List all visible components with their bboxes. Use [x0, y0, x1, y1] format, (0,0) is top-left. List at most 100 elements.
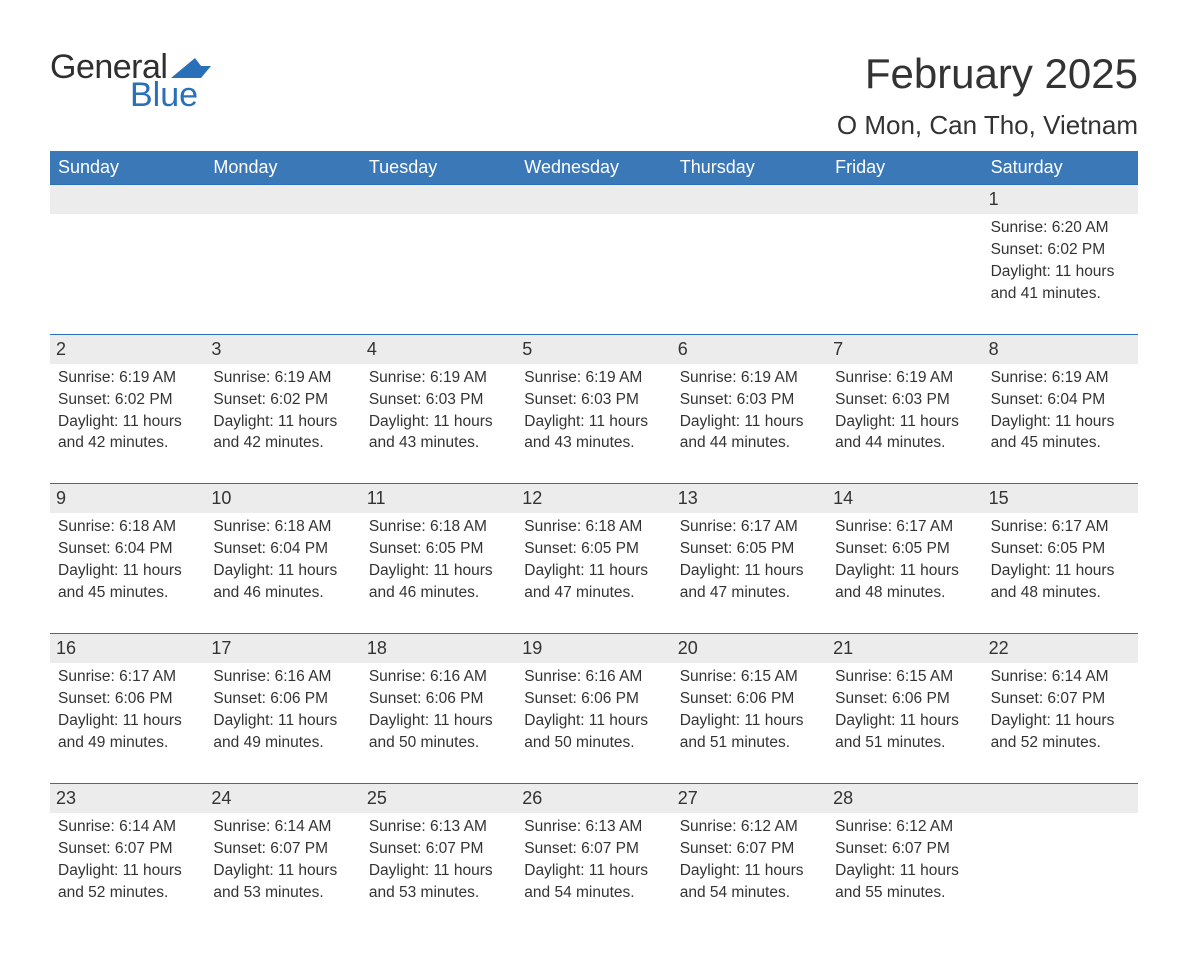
day-number: 6	[672, 334, 827, 364]
calendar-day: 13Sunrise: 6:17 AMSunset: 6:05 PMDayligh…	[672, 483, 827, 611]
day-sunset: Sunset: 6:07 PM	[213, 839, 352, 860]
day-daylight1: Daylight: 11 hours	[524, 711, 663, 732]
day-details: Sunrise: 6:19 AMSunset: 6:03 PMDaylight:…	[680, 368, 819, 455]
day-daylight1: Daylight: 11 hours	[680, 711, 819, 732]
calendar-day	[672, 184, 827, 312]
day-number: 26	[516, 783, 671, 813]
calendar-week: 16Sunrise: 6:17 AMSunset: 6:06 PMDayligh…	[50, 633, 1138, 761]
day-number: 7	[827, 334, 982, 364]
day-details: Sunrise: 6:13 AMSunset: 6:07 PMDaylight:…	[369, 817, 508, 904]
calendar-day: 21Sunrise: 6:15 AMSunset: 6:06 PMDayligh…	[827, 633, 982, 761]
day-details: Sunrise: 6:17 AMSunset: 6:06 PMDaylight:…	[58, 667, 197, 754]
day-details: Sunrise: 6:15 AMSunset: 6:06 PMDaylight:…	[680, 667, 819, 754]
day-sunset: Sunset: 6:04 PM	[991, 390, 1130, 411]
day-sunrise: Sunrise: 6:15 AM	[835, 667, 974, 688]
day-sunset: Sunset: 6:03 PM	[835, 390, 974, 411]
day-details: Sunrise: 6:17 AMSunset: 6:05 PMDaylight:…	[991, 517, 1130, 604]
calendar-day	[983, 783, 1138, 911]
weekday-label: Friday	[827, 151, 982, 184]
calendar-day: 1 Sunrise: 6:20 AMSunset: 6:02 PMDaylight…	[983, 184, 1138, 312]
day-sunrise: Sunrise: 6:20 AM	[991, 218, 1130, 239]
day-sunset: Sunset: 6:02 PM	[991, 240, 1130, 261]
day-sunrise: Sunrise: 6:17 AM	[835, 517, 974, 538]
day-details: Sunrise: 6:19 AMSunset: 6:02 PMDaylight:…	[58, 368, 197, 455]
day-number: 25	[361, 783, 516, 813]
day-number: 12	[516, 483, 671, 513]
day-details: Sunrise: 6:16 AMSunset: 6:06 PMDaylight:…	[369, 667, 508, 754]
day-daylight2: and 46 minutes.	[213, 583, 352, 604]
day-daylight2: and 44 minutes.	[835, 433, 974, 454]
day-sunset: Sunset: 6:07 PM	[524, 839, 663, 860]
day-number: 27	[672, 783, 827, 813]
day-daylight1: Daylight: 11 hours	[58, 561, 197, 582]
day-daylight2: and 42 minutes.	[58, 433, 197, 454]
day-sunrise: Sunrise: 6:19 AM	[213, 368, 352, 389]
day-sunset: Sunset: 6:07 PM	[58, 839, 197, 860]
day-daylight1: Daylight: 11 hours	[680, 861, 819, 882]
calendar-week: 23Sunrise: 6:14 AMSunset: 6:07 PMDayligh…	[50, 783, 1138, 911]
title-block: February 2025 O Mon, Can Tho, Vietnam	[837, 50, 1138, 141]
day-details: Sunrise: 6:17 AMSunset: 6:05 PMDaylight:…	[835, 517, 974, 604]
day-daylight1: Daylight: 11 hours	[213, 711, 352, 732]
day-daylight1: Daylight: 11 hours	[369, 561, 508, 582]
calendar-week: 9Sunrise: 6:18 AMSunset: 6:04 PMDaylight…	[50, 483, 1138, 611]
calendar-document: General Blue February 2025 O Mon, Can Th…	[0, 0, 1188, 972]
calendar-day: 22Sunrise: 6:14 AMSunset: 6:07 PMDayligh…	[983, 633, 1138, 761]
day-daylight1: Daylight: 11 hours	[680, 412, 819, 433]
day-number: 17	[205, 633, 360, 663]
calendar-day: 4Sunrise: 6:19 AMSunset: 6:03 PMDaylight…	[361, 334, 516, 462]
day-number: 9	[50, 483, 205, 513]
day-sunrise: Sunrise: 6:19 AM	[680, 368, 819, 389]
day-daylight1: Daylight: 11 hours	[369, 412, 508, 433]
day-number: 3	[205, 334, 360, 364]
location-subtitle: O Mon, Can Tho, Vietnam	[837, 110, 1138, 141]
day-daylight2: and 47 minutes.	[524, 583, 663, 604]
day-daylight2: and 52 minutes.	[58, 883, 197, 904]
calendar-day: 5Sunrise: 6:19 AMSunset: 6:03 PMDaylight…	[516, 334, 671, 462]
day-details: Sunrise: 6:14 AMSunset: 6:07 PMDaylight:…	[991, 667, 1130, 754]
day-sunset: Sunset: 6:05 PM	[680, 539, 819, 560]
day-sunset: Sunset: 6:07 PM	[991, 689, 1130, 710]
day-daylight1: Daylight: 11 hours	[58, 412, 197, 433]
weeks-container: 1Sunrise: 6:20 AMSunset: 6:02 PMDaylight…	[50, 184, 1138, 910]
day-number: 10	[205, 483, 360, 513]
day-details: Sunrise: 6:12 AMSunset: 6:07 PMDaylight:…	[835, 817, 974, 904]
day-daylight1: Daylight: 11 hours	[991, 262, 1130, 283]
day-sunrise: Sunrise: 6:19 AM	[369, 368, 508, 389]
day-number: 1	[983, 184, 1138, 214]
day-daylight1: Daylight: 11 hours	[835, 861, 974, 882]
day-daylight1: Daylight: 11 hours	[58, 711, 197, 732]
day-sunset: Sunset: 6:06 PM	[524, 689, 663, 710]
calendar-day: 16 Sunrise: 6:17 AMSunset: 6:06 PMDayligh…	[50, 633, 205, 761]
day-details: Sunrise: 6:19 AMSunset: 6:03 PMDaylight:…	[369, 368, 508, 455]
day-details: Sunrise: 6:19 AMSunset: 6:03 PMDaylight:…	[524, 368, 663, 455]
day-sunset: Sunset: 6:05 PM	[835, 539, 974, 560]
calendar-day: 28Sunrise: 6:12 AMSunset: 6:07 PMDayligh…	[827, 783, 982, 911]
day-sunrise: Sunrise: 6:16 AM	[213, 667, 352, 688]
calendar-day: 12Sunrise: 6:18 AMSunset: 6:05 PMDayligh…	[516, 483, 671, 611]
day-daylight1: Daylight: 11 hours	[835, 711, 974, 732]
day-daylight1: Daylight: 11 hours	[58, 861, 197, 882]
day-number: 13	[672, 483, 827, 513]
day-number: 16	[50, 633, 205, 663]
day-daylight2: and 41 minutes.	[991, 284, 1130, 305]
day-daylight2: and 51 minutes.	[680, 733, 819, 754]
day-sunset: Sunset: 6:02 PM	[58, 390, 197, 411]
day-daylight2: and 54 minutes.	[680, 883, 819, 904]
day-sunrise: Sunrise: 6:14 AM	[213, 817, 352, 838]
calendar-day	[205, 184, 360, 312]
day-number: 20	[672, 633, 827, 663]
calendar-day: 9Sunrise: 6:18 AMSunset: 6:04 PMDaylight…	[50, 483, 205, 611]
day-sunrise: Sunrise: 6:13 AM	[524, 817, 663, 838]
day-daylight1: Daylight: 11 hours	[524, 561, 663, 582]
calendar-day: 2Sunrise: 6:19 AMSunset: 6:02 PMDaylight…	[50, 334, 205, 462]
calendar-day	[827, 184, 982, 312]
day-sunrise: Sunrise: 6:18 AM	[524, 517, 663, 538]
day-sunrise: Sunrise: 6:17 AM	[58, 667, 197, 688]
calendar-day: 6 Sunrise: 6:19 AMSunset: 6:03 PMDaylight…	[672, 334, 827, 462]
day-daylight1: Daylight: 11 hours	[835, 561, 974, 582]
day-number: 21	[827, 633, 982, 663]
day-sunrise: Sunrise: 6:13 AM	[369, 817, 508, 838]
day-daylight2: and 50 minutes.	[369, 733, 508, 754]
day-daylight1: Daylight: 11 hours	[524, 412, 663, 433]
